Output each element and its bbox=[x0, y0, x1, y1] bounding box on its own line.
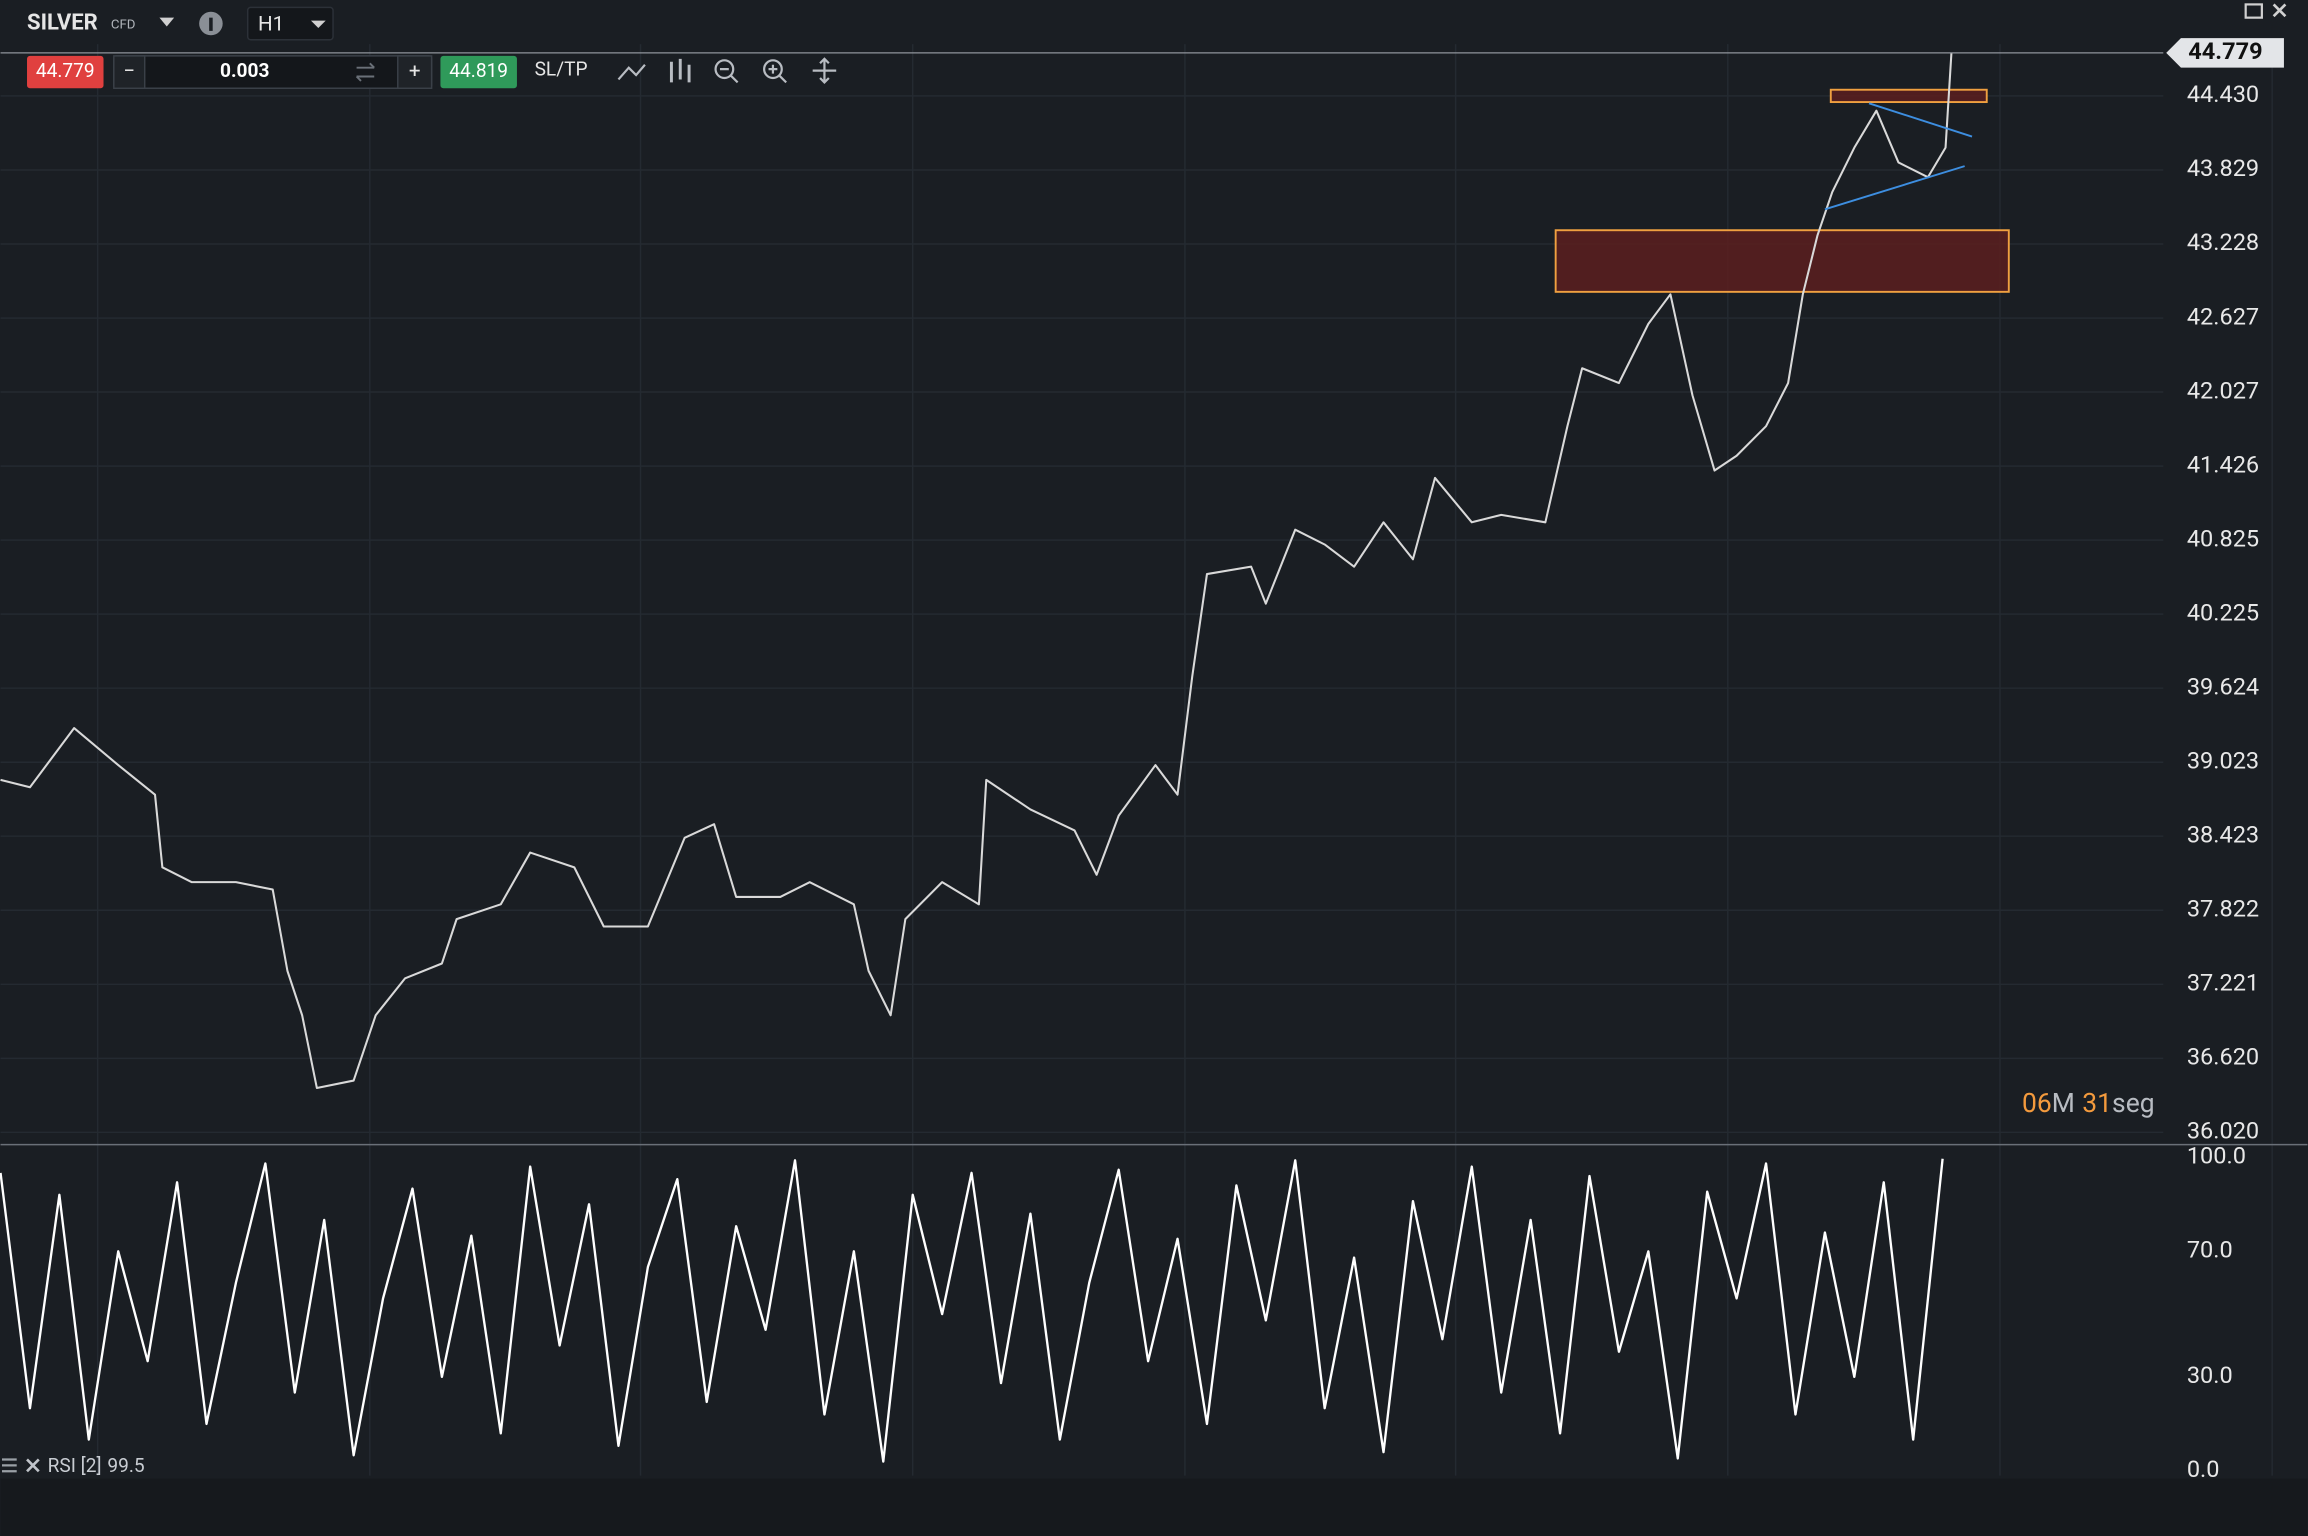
quantity-box bbox=[113, 55, 433, 90]
symbol-dropdown[interactable] bbox=[159, 17, 175, 27]
swap-icon[interactable] bbox=[355, 62, 375, 82]
bid-price: 44.779 bbox=[36, 59, 95, 82]
y-tick-label: 40.225 bbox=[2187, 598, 2259, 626]
line-chart-icon[interactable] bbox=[617, 64, 646, 81]
zoom-in-glyph bbox=[768, 64, 787, 84]
plus-button[interactable] bbox=[397, 55, 433, 90]
countdown-minutes-unit: M bbox=[2052, 1088, 2075, 1119]
price-zone bbox=[1829, 88, 1988, 104]
pan-icon[interactable] bbox=[812, 57, 837, 84]
trend-line bbox=[1868, 102, 1973, 138]
y-tick-label: 43.829 bbox=[2187, 154, 2259, 182]
y-tick-label: 37.822 bbox=[2187, 894, 2259, 922]
y-tick-label: 42.627 bbox=[2187, 302, 2259, 330]
symbol[interactable]: SILVER bbox=[27, 10, 98, 35]
indicator-name: RSI [2] bbox=[48, 1454, 102, 1477]
minus-button[interactable] bbox=[113, 55, 146, 90]
countdown-seconds: 31 bbox=[2082, 1088, 2112, 1119]
y-tick-label: 100.0 bbox=[2187, 1141, 2246, 1169]
candles-icon[interactable] bbox=[669, 58, 691, 83]
price-line bbox=[0, 52, 1953, 1089]
price-zone bbox=[1554, 229, 2010, 293]
sell-button[interactable] bbox=[27, 55, 104, 89]
window-minimize[interactable] bbox=[2244, 3, 2263, 19]
indicator-menu-icon[interactable] bbox=[2, 1458, 17, 1473]
rsi-line bbox=[0, 1158, 1944, 1463]
countdown-minutes: 06 bbox=[2022, 1088, 2052, 1119]
indicator-label: RSI [2] 99.5 bbox=[48, 1454, 145, 1477]
y-tick-label: 39.624 bbox=[2187, 672, 2259, 700]
sltp-button[interactable]: SL/TP bbox=[535, 58, 588, 81]
y-tick-label: 30.0 bbox=[2187, 1361, 2233, 1389]
y-tick-label: 43.228 bbox=[2187, 228, 2259, 256]
y-tick-label: 41.426 bbox=[2187, 450, 2259, 478]
y-tick-label: 0.0 bbox=[2187, 1455, 2220, 1483]
plus-label: + bbox=[409, 60, 421, 84]
buy-button[interactable] bbox=[440, 55, 517, 89]
minus-label: − bbox=[123, 60, 135, 84]
last-price-tag bbox=[2166, 38, 2284, 68]
timeframe-box[interactable] bbox=[246, 6, 334, 41]
y-tick-label: 36.020 bbox=[2187, 1117, 2259, 1145]
y-tick-label: 42.027 bbox=[2187, 376, 2259, 404]
y-tick-label: 40.825 bbox=[2187, 524, 2259, 552]
symbol-type: CFD bbox=[111, 18, 136, 33]
window-close[interactable] bbox=[2272, 3, 2287, 18]
y-tick-label: 39.023 bbox=[2187, 746, 2259, 774]
indicator-remove[interactable] bbox=[26, 1458, 40, 1473]
indicator-value: 99.5 bbox=[107, 1454, 144, 1477]
trend-line bbox=[1824, 165, 1965, 211]
y-tick-label: 36.620 bbox=[2187, 1043, 2259, 1071]
zoom-out-glyph bbox=[719, 68, 739, 84]
quantity[interactable]: 0.003 bbox=[220, 59, 269, 82]
y-tick-label: 38.423 bbox=[2187, 820, 2259, 848]
y-tick-label: 37.221 bbox=[2187, 969, 2259, 997]
timeframe-dropdown[interactable] bbox=[310, 20, 326, 28]
zoom-out-icon[interactable] bbox=[714, 59, 735, 80]
ask-price: 44.819 bbox=[449, 59, 508, 82]
zoom-in-icon[interactable] bbox=[763, 59, 783, 80]
last-price-label: 44.779 bbox=[2188, 37, 2262, 65]
y-tick-label: 44.430 bbox=[2187, 80, 2259, 108]
timeframe: H1 bbox=[258, 12, 284, 36]
info-icon-glyph bbox=[209, 17, 213, 31]
time-axis-bar bbox=[0, 1478, 2308, 1536]
y-tick-label: 70.0 bbox=[2187, 1236, 2233, 1264]
bar-countdown: 06M 31seg bbox=[2022, 1088, 2155, 1119]
countdown-seconds-unit: seg bbox=[2112, 1088, 2155, 1119]
